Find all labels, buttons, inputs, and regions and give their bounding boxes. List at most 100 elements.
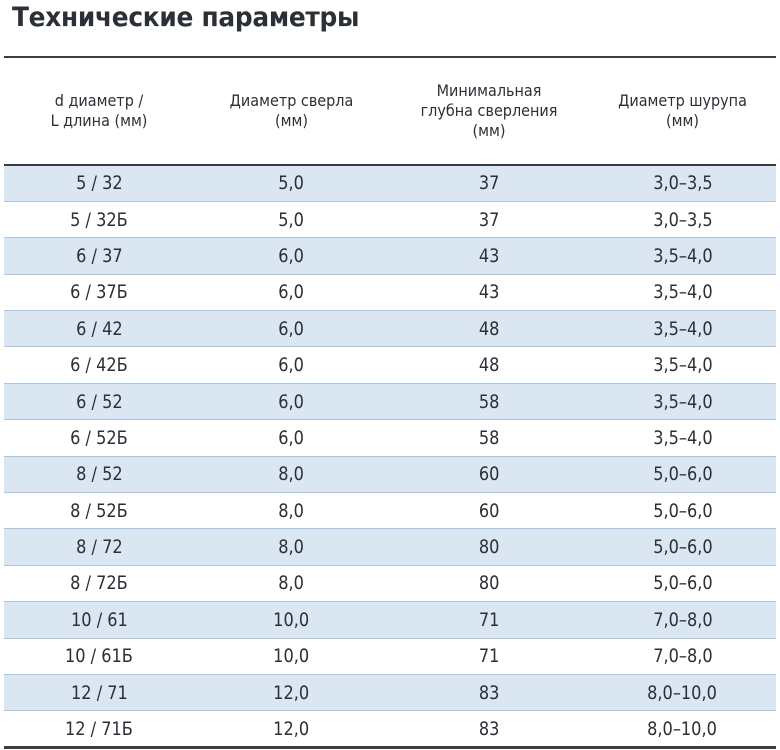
table-cell: 3,5–4,0 — [589, 274, 776, 310]
table-cell: 5,0–6,0 — [589, 456, 776, 492]
table-cell: 48 — [389, 347, 589, 383]
cell-value: 3,0–3,5 — [652, 172, 713, 195]
table-row: 6 / 52 6,0 58 3,5–4,0 — [4, 383, 776, 420]
cell-value: 3,5–4,0 — [652, 317, 713, 340]
cell-value: 8 / 52Б — [70, 499, 128, 522]
header-min-drill-depth: Минимальная глубна сверления (мм) — [389, 57, 589, 165]
table-cell: 8 / 52Б — [4, 493, 194, 529]
table-row: 8 / 52 8,0 60 5,0–6,0 — [4, 456, 776, 493]
table-row: 10 / 61Б 10,0 71 7,0–8,0 — [4, 638, 776, 675]
cell-value: 3,0–3,5 — [652, 208, 713, 231]
table-cell: 7,0–8,0 — [589, 638, 776, 674]
cell-value: 12 / 71 — [70, 681, 128, 704]
header-line: глубна сверления — [420, 101, 558, 120]
cell-value: 5,0 — [278, 208, 305, 231]
table-body: 5 / 32 5,0 37 3,0–3,5 5 / 32Б 5,0 37 3,0–3,5 6 /… — [4, 165, 776, 748]
table-header-row: d диаметр / L длина (мм) Диаметр сверла … — [4, 57, 776, 165]
table-row: 5 / 32Б 5,0 37 3,0–3,5 — [4, 201, 776, 238]
table-cell: 12 / 71Б — [4, 711, 194, 747]
header-line: (мм) — [666, 111, 699, 130]
cell-value: 83 — [478, 681, 500, 704]
cell-value: 6,0 — [278, 390, 305, 413]
header-line: L длина (мм) — [50, 111, 148, 130]
header-screw-diameter: Диаметр шурупа (мм) — [589, 57, 776, 165]
cell-value: 8 / 72Б — [70, 572, 128, 595]
cell-value: 10,0 — [273, 608, 310, 631]
cell-value: 6 / 52 — [75, 390, 123, 413]
table-cell: 60 — [389, 456, 589, 492]
table-cell: 8 / 72Б — [4, 565, 194, 601]
cell-value: 6,0 — [278, 317, 305, 340]
table-row: 8 / 72Б 8,0 80 5,0–6,0 — [4, 565, 776, 602]
cell-value: 5,0–6,0 — [652, 499, 713, 522]
cell-value: 3,5–4,0 — [652, 244, 713, 267]
cell-value: 7,0–8,0 — [652, 645, 713, 668]
table-cell: 8,0 — [194, 565, 389, 601]
cell-value: 5,0–6,0 — [652, 536, 713, 559]
table-cell: 6,0 — [194, 383, 389, 419]
cell-value: 5,0–6,0 — [652, 463, 713, 486]
header-line: (мм) — [275, 111, 308, 130]
table-row: 10 / 61 10,0 71 7,0–8,0 — [4, 601, 776, 639]
table-cell: 48 — [389, 311, 589, 347]
table-cell: 3,0–3,5 — [589, 201, 776, 237]
table-row: 8 / 52Б 8,0 60 5,0–6,0 — [4, 493, 776, 529]
table-cell: 10 / 61 — [4, 602, 194, 638]
page-title: Технические параметры — [12, 2, 360, 33]
cell-value: 8,0–10,0 — [647, 681, 718, 704]
header-line: (мм) — [472, 121, 506, 140]
cell-value: 6 / 37Б — [70, 281, 128, 304]
cell-value: 8 / 52 — [75, 463, 123, 486]
header-line: Диаметр шурупа — [618, 91, 747, 110]
table-cell: 12 / 71 — [4, 674, 194, 710]
cell-value: 3,5–4,0 — [652, 426, 713, 449]
table-cell: 71 — [389, 602, 589, 638]
cell-value: 5,0–6,0 — [652, 572, 713, 595]
cell-value: 37 — [478, 172, 500, 195]
cell-value: 58 — [478, 426, 500, 449]
cell-value: 5 / 32Б — [70, 208, 128, 231]
cell-value: 6 / 37 — [75, 244, 123, 267]
table-cell: 10,0 — [194, 602, 389, 638]
table-cell: 5,0 — [194, 201, 389, 237]
table-cell: 5,0–6,0 — [589, 493, 776, 529]
table-cell: 43 — [389, 238, 589, 274]
table-cell: 5,0 — [194, 165, 389, 201]
cell-value: 48 — [478, 317, 500, 340]
cell-value: 3,5–4,0 — [652, 281, 713, 304]
table-cell: 83 — [389, 711, 589, 747]
table-cell: 6 / 42Б — [4, 347, 194, 383]
table-cell: 8,0 — [194, 529, 389, 565]
cell-value: 71 — [478, 608, 500, 631]
header-drill-diameter: Диаметр сверла (мм) — [194, 57, 389, 165]
table-cell: 6,0 — [194, 420, 389, 456]
cell-value: 5,0 — [278, 172, 305, 195]
table-cell: 12,0 — [194, 711, 389, 747]
cell-value: 7,0–8,0 — [652, 608, 713, 631]
header-line: Диаметр сверла — [229, 91, 354, 110]
cell-value: 80 — [478, 572, 500, 595]
table-cell: 83 — [389, 674, 589, 710]
table-cell: 71 — [389, 638, 589, 674]
table-row: 6 / 42Б 6,0 48 3,5–4,0 — [4, 347, 776, 384]
table-row: 6 / 37Б 6,0 43 3,5–4,0 — [4, 274, 776, 311]
table-cell: 5,0–6,0 — [589, 565, 776, 601]
table-row: 6 / 52Б 6,0 58 3,5–4,0 — [4, 420, 776, 457]
cell-value: 10,0 — [273, 645, 310, 668]
cell-value: 43 — [478, 281, 500, 304]
table-cell: 6,0 — [194, 238, 389, 274]
table-cell: 43 — [389, 274, 589, 310]
table-cell: 10,0 — [194, 638, 389, 674]
table-cell: 58 — [389, 383, 589, 419]
cell-value: 12,0 — [273, 681, 310, 704]
table-row: 6 / 37 6,0 43 3,5–4,0 — [4, 237, 776, 275]
table-cell: 3,5–4,0 — [589, 238, 776, 274]
cell-value: 8,0 — [278, 499, 305, 522]
cell-value: 8,0 — [278, 463, 305, 486]
cell-value: 3,5–4,0 — [652, 354, 713, 377]
table-row: 12 / 71Б 12,0 83 8,0–10,0 — [4, 711, 776, 748]
cell-value: 6 / 42Б — [70, 354, 128, 377]
cell-value: 83 — [478, 717, 500, 740]
table-cell: 8,0–10,0 — [589, 674, 776, 710]
cell-value: 6,0 — [278, 426, 305, 449]
